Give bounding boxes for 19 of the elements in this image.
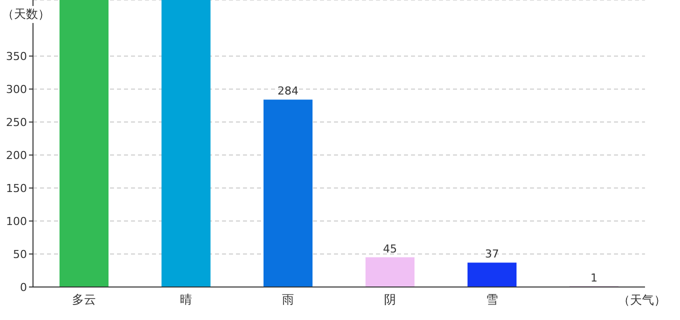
y-tick-label: 50 [13,248,27,261]
y-tick-label: 100 [6,214,27,228]
x-tick-label: 雪 [486,292,498,307]
y-tick-label: 250 [6,116,27,129]
data-label: 284 [278,84,299,98]
y-axis-title: （天数） [2,6,50,23]
data-label: 45 [383,242,398,256]
y-tick-label: 300 [6,82,27,96]
y-tick-label: 350 [6,50,27,63]
data-label: 37 [485,248,500,261]
y-tick-label: 200 [6,148,27,162]
x-tick-label: 晴 [180,292,192,307]
data-label: 1 [590,271,598,284]
x-axis-title: （天气） [618,292,666,309]
x-tick-label: 多云 [72,292,96,307]
y-tick-label: 150 [6,182,27,195]
y-tick-label: 0 [20,280,27,294]
x-tick-label: 阴 [384,292,396,307]
x-tick-label: 雨 [282,292,294,307]
